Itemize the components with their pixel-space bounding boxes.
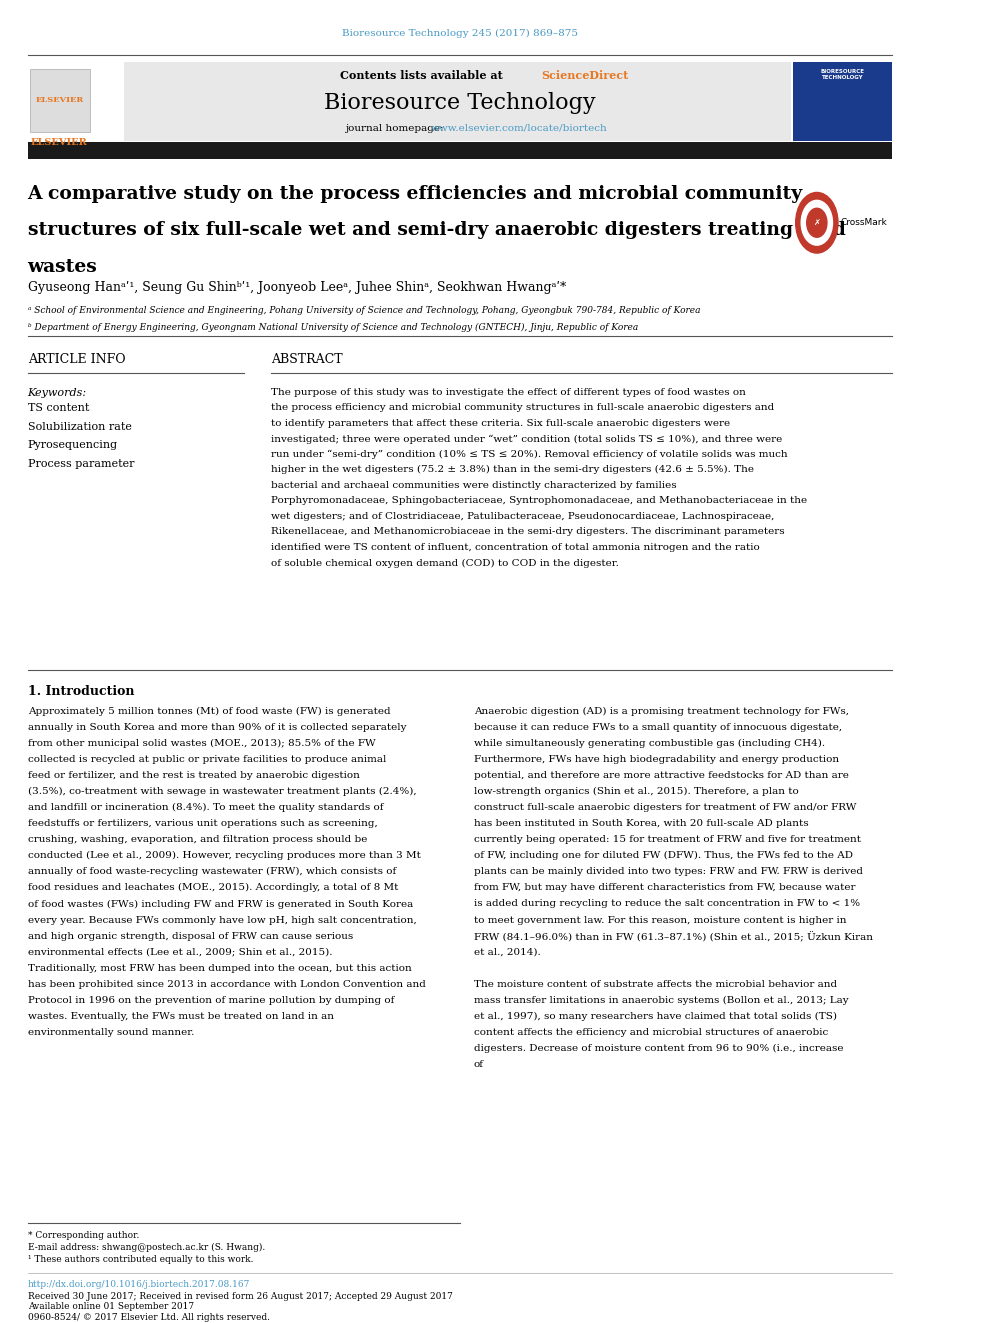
Text: ¹ These authors contributed equally to this work.: ¹ These authors contributed equally to t…	[28, 1254, 253, 1263]
Text: structures of six full-scale wet and semi-dry anaerobic digesters treating food: structures of six full-scale wet and sem…	[28, 221, 845, 239]
Text: ELSEVIER: ELSEVIER	[31, 139, 87, 147]
Text: Received 30 June 2017; Received in revised form 26 August 2017; Accepted 29 Augu: Received 30 June 2017; Received in revis…	[28, 1291, 452, 1301]
Text: run under “semi-dry” condition (10% ≤ TS ≤ 20%). Removal efficiency of volatile : run under “semi-dry” condition (10% ≤ TS…	[272, 450, 788, 459]
Text: content affects the efficiency and microbial structures of anaerobic: content affects the efficiency and micro…	[474, 1028, 828, 1037]
Text: to meet government law. For this reason, moisture content is higher in: to meet government law. For this reason,…	[474, 916, 846, 925]
Text: has been prohibited since 2013 in accordance with London Convention and: has been prohibited since 2013 in accord…	[28, 980, 426, 988]
Text: ABSTRACT: ABSTRACT	[272, 353, 343, 366]
Text: 0960-8524/ © 2017 Elsevier Ltd. All rights reserved.: 0960-8524/ © 2017 Elsevier Ltd. All righ…	[28, 1312, 270, 1322]
Text: annually in South Korea and more than 90% of it is collected separately: annually in South Korea and more than 90…	[28, 722, 406, 732]
Text: and landfill or incineration (8.4%). To meet the quality standards of: and landfill or incineration (8.4%). To …	[28, 803, 383, 812]
Text: Traditionally, most FRW has been dumped into the ocean, but this action: Traditionally, most FRW has been dumped …	[28, 963, 412, 972]
Text: ᵃ School of Environmental Science and Engineering, Pohang University of Science : ᵃ School of Environmental Science and En…	[28, 306, 700, 315]
Text: bacterial and archaeal communities were distinctly characterized by families: bacterial and archaeal communities were …	[272, 480, 677, 490]
Text: and high organic strength, disposal of FRW can cause serious: and high organic strength, disposal of F…	[28, 931, 353, 941]
Text: ᵇ Department of Energy Engineering, Gyeongnam National University of Science and: ᵇ Department of Energy Engineering, Gyeo…	[28, 323, 638, 332]
Text: www.elsevier.com/locate/biortech: www.elsevier.com/locate/biortech	[431, 124, 607, 132]
Text: conducted (Lee et al., 2009). However, recycling produces more than 3 Mt: conducted (Lee et al., 2009). However, r…	[28, 851, 421, 860]
Text: journal homepage:: journal homepage:	[345, 124, 446, 132]
Text: Available online 01 September 2017: Available online 01 September 2017	[28, 1302, 193, 1311]
Text: from other municipal solid wastes (MOE., 2013); 85.5% of the FW: from other municipal solid wastes (MOE.,…	[28, 738, 375, 747]
Text: * Corresponding author.: * Corresponding author.	[28, 1232, 139, 1240]
Text: Porphyromonadaceae, Sphingobacteriaceae, Syntrophomonadaceae, and Methanobacteri: Porphyromonadaceae, Sphingobacteriaceae,…	[272, 496, 807, 505]
Text: every year. Because FWs commonly have low pH, high salt concentration,: every year. Because FWs commonly have lo…	[28, 916, 417, 925]
Text: plants can be mainly divided into two types: FRW and FW. FRW is derived: plants can be mainly divided into two ty…	[474, 868, 863, 876]
FancyBboxPatch shape	[124, 62, 791, 142]
Circle shape	[802, 200, 832, 245]
Text: investigated; three were operated under “wet” condition (total solids TS ≤ 10%),: investigated; three were operated under …	[272, 434, 783, 443]
Text: The purpose of this study was to investigate the effect of different types of fo: The purpose of this study was to investi…	[272, 388, 746, 397]
Text: Pyrosequencing: Pyrosequencing	[28, 441, 118, 450]
Text: collected is recycled at public or private facilities to produce animal: collected is recycled at public or priva…	[28, 754, 386, 763]
Text: currently being operated: 15 for treatment of FRW and five for treatment: currently being operated: 15 for treatme…	[474, 835, 861, 844]
FancyBboxPatch shape	[28, 143, 892, 160]
Text: Protocol in 1996 on the prevention of marine pollution by dumping of: Protocol in 1996 on the prevention of ma…	[28, 996, 394, 1005]
Text: et al., 1997), so many researchers have claimed that total solids (TS): et al., 1997), so many researchers have …	[474, 1012, 836, 1021]
Text: mass transfer limitations in anaerobic systems (Bollon et al., 2013; Lay: mass transfer limitations in anaerobic s…	[474, 996, 848, 1005]
Text: crushing, washing, evaporation, and filtration process should be: crushing, washing, evaporation, and filt…	[28, 835, 367, 844]
Text: of food wastes (FWs) including FW and FRW is generated in South Korea: of food wastes (FWs) including FW and FR…	[28, 900, 413, 909]
Text: feed or fertilizer, and the rest is treated by anaerobic digestion: feed or fertilizer, and the rest is trea…	[28, 771, 359, 779]
Text: identified were TS content of influent, concentration of total ammonia nitrogen : identified were TS content of influent, …	[272, 542, 760, 552]
Text: A comparative study on the process efficiencies and microbial community: A comparative study on the process effic…	[28, 184, 803, 202]
Circle shape	[806, 208, 827, 237]
Text: FRW (84.1–96.0%) than in FW (61.3–87.1%) (Shin et al., 2015; Üzkun Kiran: FRW (84.1–96.0%) than in FW (61.3–87.1%)…	[474, 931, 873, 942]
Text: Approximately 5 million tonnes (Mt) of food waste (FW) is generated: Approximately 5 million tonnes (Mt) of f…	[28, 706, 390, 716]
Text: ✗: ✗	[813, 218, 820, 228]
FancyBboxPatch shape	[28, 62, 124, 142]
FancyBboxPatch shape	[31, 69, 90, 132]
Text: Keywords:: Keywords:	[28, 388, 86, 397]
Text: Furthermore, FWs have high biodegradability and energy production: Furthermore, FWs have high biodegradabil…	[474, 754, 839, 763]
Text: ELSEVIER: ELSEVIER	[36, 97, 84, 105]
Text: The moisture content of substrate affects the microbial behavior and: The moisture content of substrate affect…	[474, 980, 837, 988]
Text: the process efficiency and microbial community structures in full-scale anaerobi: the process efficiency and microbial com…	[272, 404, 775, 411]
Text: wastes: wastes	[28, 258, 97, 277]
Text: digesters. Decrease of moisture content from 96 to 90% (i.e., increase: digesters. Decrease of moisture content …	[474, 1044, 843, 1053]
Text: feedstuffs or fertilizers, various unit operations such as screening,: feedstuffs or fertilizers, various unit …	[28, 819, 377, 828]
Text: of soluble chemical oxygen demand (COD) to COD in the digester.: of soluble chemical oxygen demand (COD) …	[272, 558, 619, 568]
Text: et al., 2014).: et al., 2014).	[474, 947, 541, 957]
Text: Process parameter: Process parameter	[28, 459, 134, 468]
Text: 1. Introduction: 1. Introduction	[28, 685, 134, 699]
Text: food residues and leachates (MOE., 2015). Accordingly, a total of 8 Mt: food residues and leachates (MOE., 2015)…	[28, 884, 398, 893]
Text: from FW, but may have different characteristics from FW, because water: from FW, but may have different characte…	[474, 884, 855, 893]
Text: Rikenellaceae, and Methanomicrobiaceae in the semi-dry digesters. The discrimina: Rikenellaceae, and Methanomicrobiaceae i…	[272, 528, 785, 537]
Text: environmental effects (Lee et al., 2009; Shin et al., 2015).: environmental effects (Lee et al., 2009;…	[28, 947, 332, 957]
Text: Anaerobic digestion (AD) is a promising treatment technology for FWs,: Anaerobic digestion (AD) is a promising …	[474, 706, 849, 716]
Text: Gyuseong Hanᵃʹ¹, Seung Gu Shinᵇʹ¹, Joonyeob Leeᵃ, Juhee Shinᵃ, Seokhwan Hwangᵃʹ*: Gyuseong Hanᵃʹ¹, Seung Gu Shinᵇʹ¹, Joony…	[28, 280, 565, 294]
Text: Solubilization rate: Solubilization rate	[28, 422, 132, 431]
Text: E-mail address: shwang@postech.ac.kr (S. Hwang).: E-mail address: shwang@postech.ac.kr (S.…	[28, 1242, 265, 1252]
Text: http://dx.doi.org/10.1016/j.biortech.2017.08.167: http://dx.doi.org/10.1016/j.biortech.201…	[28, 1279, 250, 1289]
Text: (3.5%), co-treatment with sewage in wastewater treatment plants (2.4%),: (3.5%), co-treatment with sewage in wast…	[28, 787, 417, 796]
Text: ARTICLE INFO: ARTICLE INFO	[28, 353, 125, 366]
Text: of FW, including one for diluted FW (DFW). Thus, the FWs fed to the AD: of FW, including one for diluted FW (DFW…	[474, 851, 853, 860]
Text: construct full-scale anaerobic digesters for treatment of FW and/or FRW: construct full-scale anaerobic digesters…	[474, 803, 856, 812]
Text: wastes. Eventually, the FWs must be treated on land in an: wastes. Eventually, the FWs must be trea…	[28, 1012, 333, 1021]
Text: annually of food waste-recycling wastewater (FRW), which consists of: annually of food waste-recycling wastewa…	[28, 868, 396, 876]
Text: Contents lists available at: Contents lists available at	[340, 70, 507, 81]
Circle shape	[796, 192, 838, 253]
Text: wet digesters; and of Clostridiaceae, Patulibacteraceae, Pseudonocardiaceae, Lac: wet digesters; and of Clostridiaceae, Pa…	[272, 512, 775, 521]
Text: Bioresource Technology: Bioresource Technology	[324, 93, 596, 114]
Text: TS content: TS content	[28, 404, 89, 413]
Text: potential, and therefore are more attractive feedstocks for AD than are: potential, and therefore are more attrac…	[474, 771, 848, 779]
Text: because it can reduce FWs to a small quantity of innocuous digestate,: because it can reduce FWs to a small qua…	[474, 722, 842, 732]
Text: ScienceDirect: ScienceDirect	[541, 70, 628, 81]
Text: environmentally sound manner.: environmentally sound manner.	[28, 1028, 194, 1037]
Text: of: of	[474, 1060, 484, 1069]
FancyBboxPatch shape	[793, 62, 892, 142]
Text: while simultaneously generating combustible gas (including CH4).: while simultaneously generating combusti…	[474, 738, 825, 747]
Text: to identify parameters that affect these criteria. Six full-scale anaerobic dige: to identify parameters that affect these…	[272, 418, 730, 427]
Text: CrossMark: CrossMark	[841, 218, 888, 228]
Text: higher in the wet digesters (75.2 ± 3.8%) than in the semi-dry digesters (42.6 ±: higher in the wet digesters (75.2 ± 3.8%…	[272, 466, 754, 475]
Text: low-strength organics (Shin et al., 2015). Therefore, a plan to: low-strength organics (Shin et al., 2015…	[474, 787, 799, 796]
Text: is added during recycling to reduce the salt concentration in FW to < 1%: is added during recycling to reduce the …	[474, 900, 860, 909]
Text: BIORESOURCE
TECHNOLOGY: BIORESOURCE TECHNOLOGY	[820, 69, 865, 79]
Text: Bioresource Technology 245 (2017) 869–875: Bioresource Technology 245 (2017) 869–87…	[342, 29, 578, 38]
Text: has been instituted in South Korea, with 20 full-scale AD plants: has been instituted in South Korea, with…	[474, 819, 808, 828]
